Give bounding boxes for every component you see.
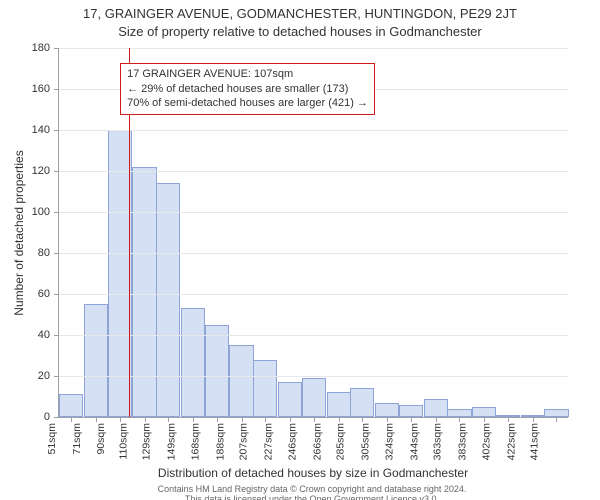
plot-area: 51sqm71sqm90sqm110sqm129sqm149sqm168sqm1…	[58, 48, 568, 418]
x-tick-label: 305sqm	[360, 417, 372, 460]
y-tick-mark	[54, 294, 59, 295]
histogram-bar	[424, 399, 448, 417]
y-tick-mark	[54, 212, 59, 213]
gridline	[59, 171, 568, 172]
gridline	[59, 335, 568, 336]
x-tick-label: 422sqm	[505, 417, 517, 460]
chart-container: 17, GRAINGER AVENUE, GODMANCHESTER, HUNT…	[0, 0, 600, 500]
y-tick-label: 120	[32, 165, 50, 177]
y-tick-label: 160	[32, 83, 50, 95]
histogram-bar	[399, 405, 423, 417]
annotation-line: 17 GRAINGER AVENUE: 107sqm	[127, 67, 368, 82]
x-tick-label: 383sqm	[457, 417, 469, 460]
gridline	[59, 253, 568, 254]
x-tick-label: 51sqm	[46, 417, 58, 455]
gridline	[59, 376, 568, 377]
histogram-bar	[253, 360, 277, 417]
gridline	[59, 130, 568, 131]
histogram-bar	[472, 407, 496, 417]
x-axis-label: Distribution of detached houses by size …	[58, 466, 568, 480]
gridline	[59, 212, 568, 213]
x-tick-label: 266sqm	[311, 417, 323, 460]
histogram-bar	[132, 167, 156, 417]
x-tick-label: 441sqm	[529, 417, 541, 460]
x-tick-label: 324sqm	[383, 417, 395, 460]
x-tick-label: 110sqm	[117, 417, 129, 460]
x-tick-mark	[556, 417, 557, 422]
y-tick-label: 140	[32, 124, 50, 136]
gridline	[59, 294, 568, 295]
histogram-bar	[327, 392, 351, 417]
y-tick-mark	[54, 171, 59, 172]
histogram-bar	[205, 325, 229, 417]
x-tick-label: 129sqm	[141, 417, 153, 460]
y-tick-label: 40	[38, 329, 50, 341]
x-tick-label: 168sqm	[189, 417, 201, 460]
chart-subtitle: Size of property relative to detached ho…	[0, 24, 600, 39]
annotation-line: 70% of semi-detached houses are larger (…	[127, 96, 368, 111]
x-tick-label: 285sqm	[335, 417, 347, 460]
histogram-bar	[447, 409, 471, 417]
x-tick-label: 71sqm	[71, 417, 83, 455]
x-tick-label: 402sqm	[480, 417, 492, 460]
y-tick-mark	[54, 253, 59, 254]
y-tick-mark	[54, 48, 59, 49]
footer-text: Contains HM Land Registry data © Crown c…	[52, 484, 572, 500]
x-tick-label: 149sqm	[165, 417, 177, 460]
histogram-bar	[181, 308, 205, 417]
annotation-line: ← 29% of detached houses are smaller (17…	[127, 82, 368, 97]
histogram-bar	[544, 409, 568, 417]
y-tick-label: 100	[32, 206, 50, 218]
histogram-bar	[229, 345, 253, 417]
x-tick-label: 207sqm	[238, 417, 250, 460]
x-tick-label: 227sqm	[262, 417, 274, 460]
x-tick-label: 188sqm	[214, 417, 226, 460]
y-tick-mark	[54, 130, 59, 131]
gridline	[59, 48, 568, 49]
y-tick-label: 80	[38, 247, 50, 259]
y-tick-mark	[54, 376, 59, 377]
y-tick-label: 180	[32, 42, 50, 54]
y-axis-ticks: 020406080100120140160180	[0, 48, 54, 418]
y-tick-mark	[54, 335, 59, 336]
histogram-bar	[302, 378, 326, 417]
x-tick-label: 90sqm	[95, 417, 107, 455]
x-tick-label: 246sqm	[286, 417, 298, 460]
annotation-box: 17 GRAINGER AVENUE: 107sqm← 29% of detac…	[120, 63, 375, 116]
x-tick-label: 363sqm	[432, 417, 444, 460]
y-tick-label: 20	[38, 370, 50, 382]
histogram-bar	[375, 403, 399, 417]
histogram-bar	[156, 183, 180, 417]
x-tick-label: 344sqm	[408, 417, 420, 460]
y-tick-mark	[54, 89, 59, 90]
histogram-bar	[84, 304, 108, 417]
chart-title: 17, GRAINGER AVENUE, GODMANCHESTER, HUNT…	[0, 6, 600, 21]
y-tick-label: 60	[38, 288, 50, 300]
histogram-bar	[59, 394, 83, 417]
histogram-bar	[350, 388, 374, 417]
histogram-bar	[278, 382, 302, 417]
